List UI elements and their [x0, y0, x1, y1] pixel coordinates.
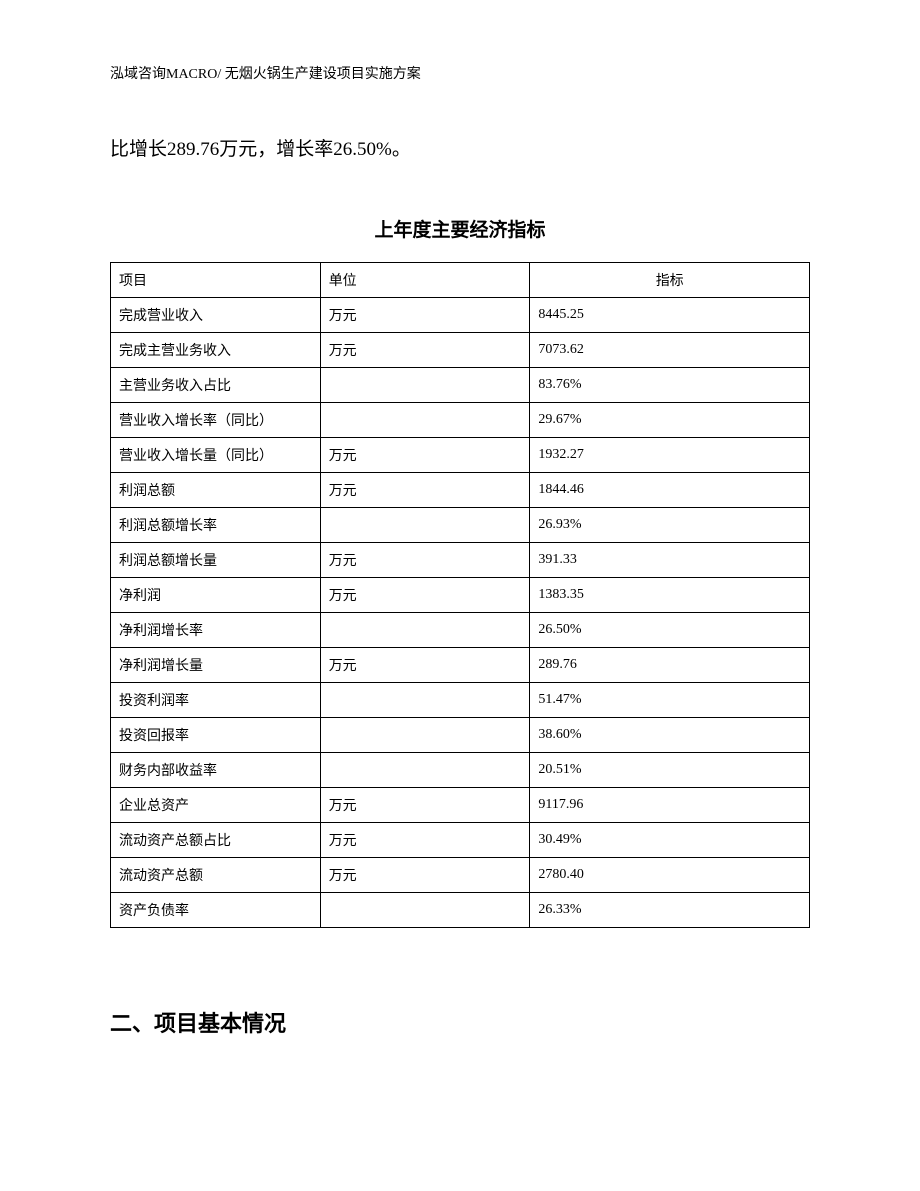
- cell-value: 30.49%: [530, 823, 810, 858]
- column-header-unit: 单位: [320, 263, 530, 298]
- table-row: 流动资产总额占比万元30.49%: [111, 823, 810, 858]
- cell-value: 289.76: [530, 648, 810, 683]
- table-row: 净利润增长量万元289.76: [111, 648, 810, 683]
- intro-paragraph: 比增长289.76万元，增长率26.50%。: [110, 133, 810, 167]
- table-row: 利润总额增长量万元391.33: [111, 543, 810, 578]
- table-row: 净利润增长率 26.50%: [111, 613, 810, 648]
- cell-item: 利润总额增长率: [111, 508, 321, 543]
- cell-unit: 万元: [320, 473, 530, 508]
- cell-unit: 万元: [320, 543, 530, 578]
- table-row: 流动资产总额万元2780.40: [111, 858, 810, 893]
- table-row: 完成主营业务收入万元7073.62: [111, 333, 810, 368]
- table-row: 净利润万元1383.35: [111, 578, 810, 613]
- cell-item: 流动资产总额占比: [111, 823, 321, 858]
- page-content: 泓域咨询MACRO/ 无烟火锅生产建设项目实施方案 比增长289.76万元，增长…: [0, 0, 920, 1038]
- cell-unit: 万元: [320, 823, 530, 858]
- cell-item: 净利润增长量: [111, 648, 321, 683]
- cell-item: 营业收入增长量（同比）: [111, 438, 321, 473]
- cell-value: 2780.40: [530, 858, 810, 893]
- table-row: 企业总资产万元9117.96: [111, 788, 810, 823]
- cell-value: 26.33%: [530, 893, 810, 928]
- cell-item: 投资回报率: [111, 718, 321, 753]
- table-row: 利润总额万元1844.46: [111, 473, 810, 508]
- cell-unit: 万元: [320, 298, 530, 333]
- economic-indicators-table: 项目 单位 指标 完成营业收入万元8445.25完成主营业务收入万元7073.6…: [110, 262, 810, 928]
- cell-unit: [320, 368, 530, 403]
- table-row: 营业收入增长率（同比） 29.67%: [111, 403, 810, 438]
- cell-value: 7073.62: [530, 333, 810, 368]
- table-row: 主营业务收入占比 83.76%: [111, 368, 810, 403]
- cell-item: 资产负债率: [111, 893, 321, 928]
- cell-item: 营业收入增长率（同比）: [111, 403, 321, 438]
- cell-unit: 万元: [320, 333, 530, 368]
- cell-unit: [320, 683, 530, 718]
- section-heading: 二、项目基本情况: [110, 1006, 810, 1038]
- cell-unit: [320, 718, 530, 753]
- cell-unit: 万元: [320, 438, 530, 473]
- cell-unit: [320, 508, 530, 543]
- cell-value: 29.67%: [530, 403, 810, 438]
- cell-item: 完成营业收入: [111, 298, 321, 333]
- cell-value: 1383.35: [530, 578, 810, 613]
- table-row: 利润总额增长率 26.93%: [111, 508, 810, 543]
- table-header-row: 项目 单位 指标: [111, 263, 810, 298]
- cell-item: 完成主营业务收入: [111, 333, 321, 368]
- cell-unit: 万元: [320, 648, 530, 683]
- cell-unit: [320, 753, 530, 788]
- cell-value: 83.76%: [530, 368, 810, 403]
- cell-value: 8445.25: [530, 298, 810, 333]
- column-header-value: 指标: [530, 263, 810, 298]
- cell-value: 20.51%: [530, 753, 810, 788]
- cell-value: 38.60%: [530, 718, 810, 753]
- table-row: 财务内部收益率 20.51%: [111, 753, 810, 788]
- cell-unit: [320, 403, 530, 438]
- cell-item: 主营业务收入占比: [111, 368, 321, 403]
- cell-value: 391.33: [530, 543, 810, 578]
- cell-value: 9117.96: [530, 788, 810, 823]
- cell-item: 净利润增长率: [111, 613, 321, 648]
- cell-item: 利润总额: [111, 473, 321, 508]
- cell-unit: [320, 613, 530, 648]
- cell-value: 26.93%: [530, 508, 810, 543]
- table-row: 完成营业收入万元8445.25: [111, 298, 810, 333]
- cell-value: 1844.46: [530, 473, 810, 508]
- cell-item: 净利润: [111, 578, 321, 613]
- page-header: 泓域咨询MACRO/ 无烟火锅生产建设项目实施方案: [110, 63, 810, 83]
- table-row: 营业收入增长量（同比）万元1932.27: [111, 438, 810, 473]
- cell-unit: 万元: [320, 578, 530, 613]
- table-row: 投资利润率 51.47%: [111, 683, 810, 718]
- cell-unit: 万元: [320, 858, 530, 893]
- cell-value: 26.50%: [530, 613, 810, 648]
- table-row: 投资回报率 38.60%: [111, 718, 810, 753]
- cell-item: 投资利润率: [111, 683, 321, 718]
- table-title: 上年度主要经济指标: [110, 215, 810, 242]
- cell-unit: 万元: [320, 788, 530, 823]
- cell-item: 财务内部收益率: [111, 753, 321, 788]
- cell-value: 1932.27: [530, 438, 810, 473]
- column-header-item: 项目: [111, 263, 321, 298]
- cell-item: 利润总额增长量: [111, 543, 321, 578]
- cell-unit: [320, 893, 530, 928]
- table-row: 资产负债率 26.33%: [111, 893, 810, 928]
- cell-value: 51.47%: [530, 683, 810, 718]
- cell-item: 企业总资产: [111, 788, 321, 823]
- cell-item: 流动资产总额: [111, 858, 321, 893]
